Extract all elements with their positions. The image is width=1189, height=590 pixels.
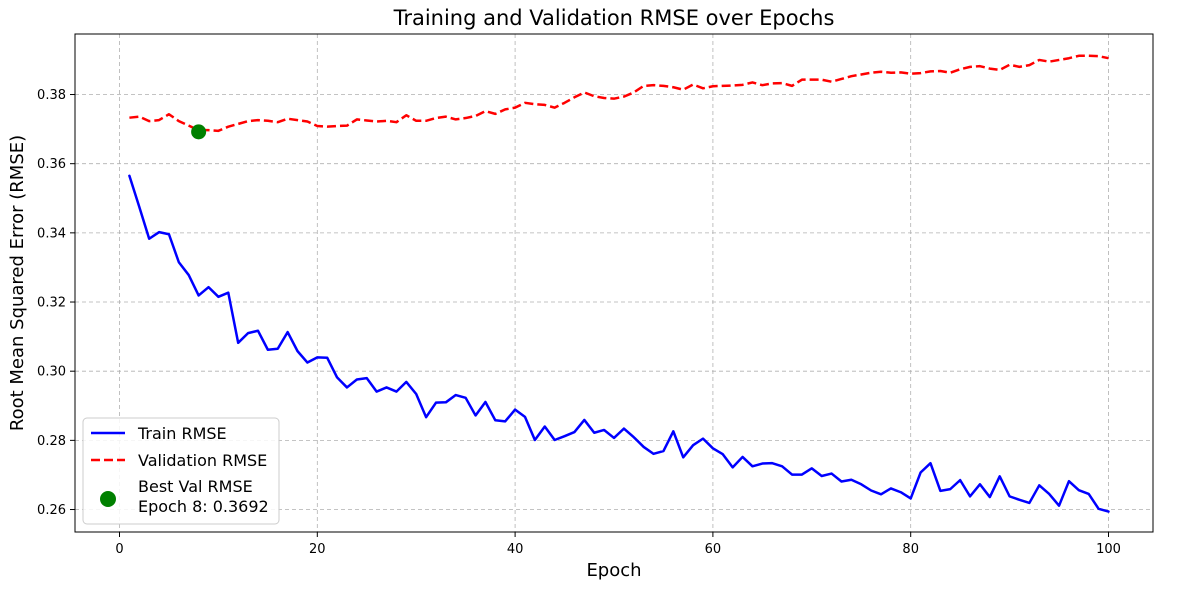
legend-best-label-line2: Epoch 8: 0.3692 — [138, 497, 269, 516]
y-tick-label: 0.32 — [37, 296, 66, 311]
y-tick-label: 0.34 — [37, 226, 66, 241]
legend-train-label: Train RMSE — [137, 424, 227, 443]
series-layer — [128, 54, 1110, 513]
legend: Train RMSE Validation RMSE Best Val RMSE… — [82, 417, 280, 525]
chart-title: Training and Validation RMSE over Epochs — [393, 6, 835, 30]
train-rmse-line — [128, 174, 1110, 513]
x-tick-label: 80 — [902, 542, 919, 557]
y-tick-label: 0.36 — [37, 157, 66, 172]
y-axis-label: Root Mean Squared Error (RMSE) — [7, 135, 28, 431]
legend-box — [82, 417, 280, 525]
legend-best-label-line1: Best Val RMSE — [138, 477, 253, 496]
validation-rmse-line — [129, 54, 1109, 133]
y-tick-label: 0.28 — [37, 434, 66, 449]
x-tick-label: 0 — [115, 542, 123, 557]
x-tick-label: 40 — [507, 542, 524, 557]
plot-frame — [74, 33, 1154, 533]
y-tick-label: 0.30 — [37, 365, 66, 380]
y-tick-label: 0.38 — [37, 88, 66, 103]
x-tick-label: 100 — [1096, 542, 1121, 557]
best-point-layer — [191, 124, 207, 140]
legend-val-label: Validation RMSE — [138, 451, 267, 470]
y-axis-ticks: 0.26 0.28 0.30 0.32 0.34 0.36 0.38 — [37, 88, 75, 518]
x-tick-label: 20 — [309, 542, 326, 557]
legend-best-swatch — [100, 491, 116, 507]
x-axis-ticks: 0 20 40 60 80 100 — [115, 532, 1121, 557]
y-tick-label: 0.26 — [37, 503, 66, 518]
x-tick-label: 60 — [705, 542, 722, 557]
best-val-point — [191, 124, 207, 140]
x-axis-label: Epoch — [586, 560, 641, 581]
